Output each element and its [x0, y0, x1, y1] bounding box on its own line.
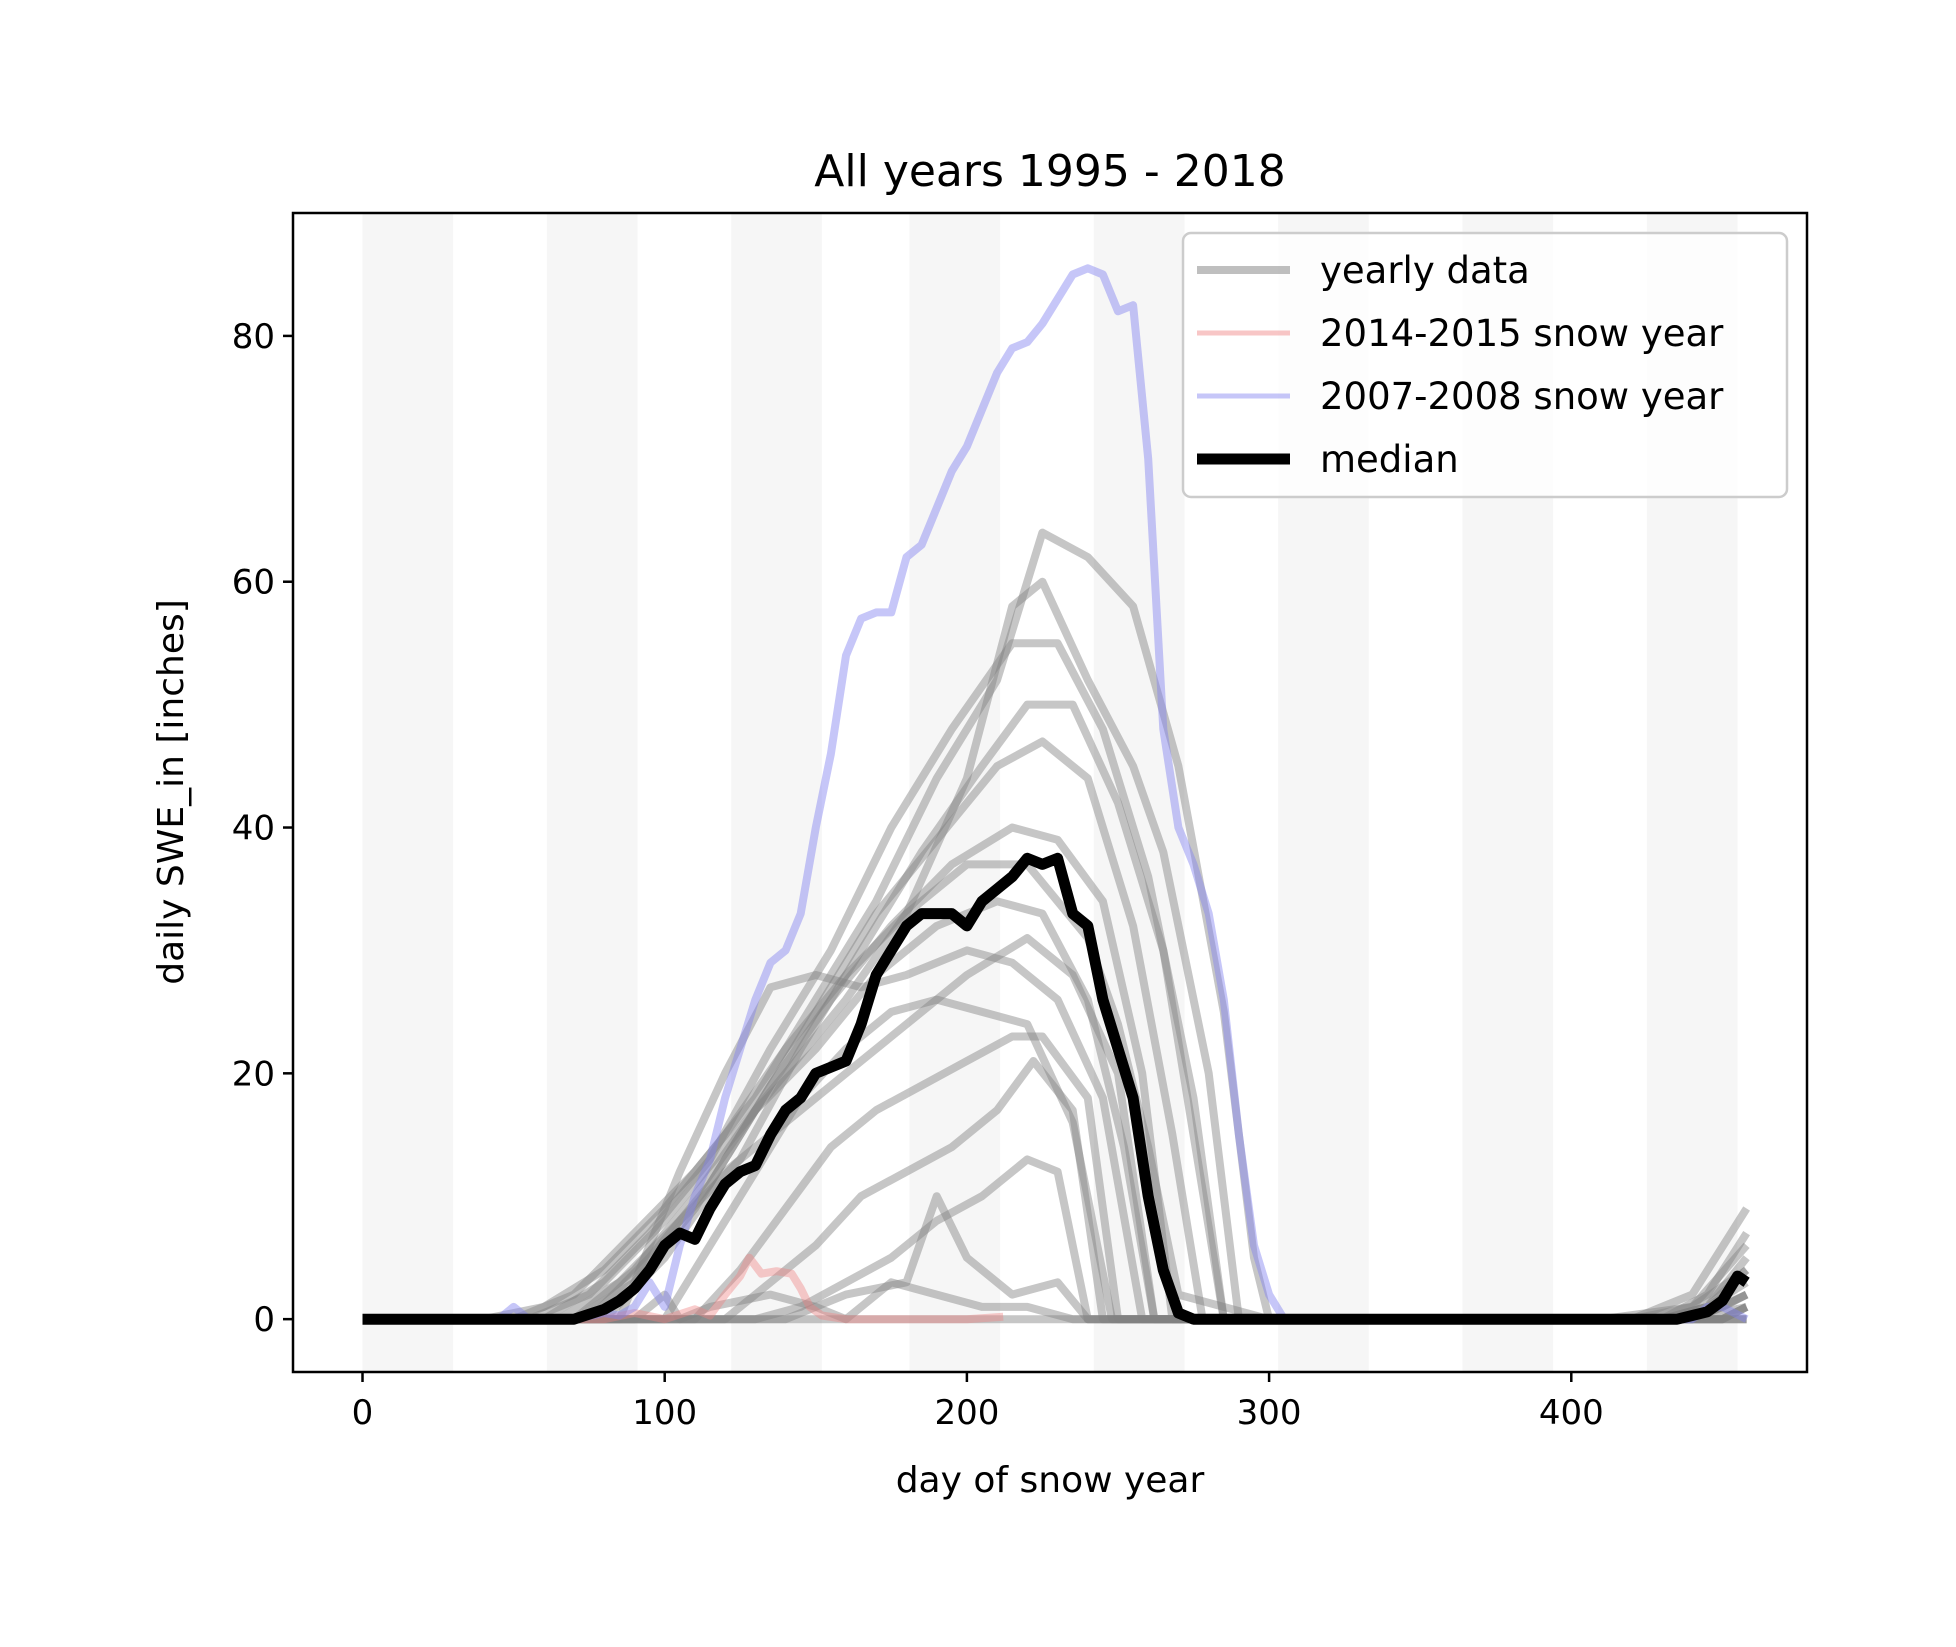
x-tick-label: 200 — [934, 1393, 999, 1433]
month-bands — [362, 213, 1738, 1372]
legend-box — [1181, 231, 1789, 499]
x-tick-label: 0 — [352, 1393, 374, 1433]
series-line-yearly — [362, 1192, 1747, 1324]
series-line-yearly — [362, 1278, 1747, 1324]
series-line-highlight-2007-2008 — [362, 264, 1749, 1324]
y-axis-ticks: 0 20 40 60 80 — [232, 317, 293, 1340]
x-axis-label: day of snow year — [896, 1460, 1205, 1501]
series-lines — [362, 264, 1750, 1325]
y-tick-label: 40 — [232, 809, 275, 849]
y-axis-label: daily SWE_in [inches] — [151, 599, 192, 985]
x-tick-label: 300 — [1237, 1393, 1302, 1433]
y-tick-label: 0 — [253, 1300, 275, 1340]
series-line-highlight-2014-2015 — [362, 1253, 1004, 1324]
series-line-yearly — [362, 995, 1748, 1324]
y-tick-label: 80 — [232, 317, 275, 357]
series-line-yearly — [362, 1032, 1749, 1324]
chart-title: All years 1995 - 2018 — [814, 146, 1285, 197]
x-axis-ticks: 0 100 200 300 400 — [352, 1372, 1604, 1433]
legend-label: 2014-2015 snow year — [1320, 312, 1724, 355]
month-band — [731, 213, 822, 1372]
y-tick-label: 60 — [232, 563, 275, 603]
legend-label: yearly data — [1320, 249, 1530, 292]
legend: yearly data 2014-2015 snow year 2007-2008 … — [1181, 231, 1789, 499]
y-tick-label: 20 — [232, 1054, 275, 1094]
month-band — [909, 213, 1001, 1372]
month-band — [1093, 213, 1185, 1372]
legend-label: median — [1320, 438, 1459, 481]
series-line-yearly — [362, 1290, 1747, 1324]
plot-area — [291, 211, 1809, 1374]
series-line-yearly — [362, 1057, 1749, 1324]
x-tick-label: 100 — [632, 1393, 697, 1433]
legend-label: 2007-2008 snow year — [1320, 375, 1724, 418]
plot-frame — [291, 211, 1809, 1374]
series-line-median — [362, 852, 1750, 1325]
month-band — [362, 213, 454, 1372]
x-tick-label: 400 — [1539, 1393, 1604, 1433]
month-band — [546, 213, 638, 1372]
series-line-yearly — [362, 528, 1750, 1324]
